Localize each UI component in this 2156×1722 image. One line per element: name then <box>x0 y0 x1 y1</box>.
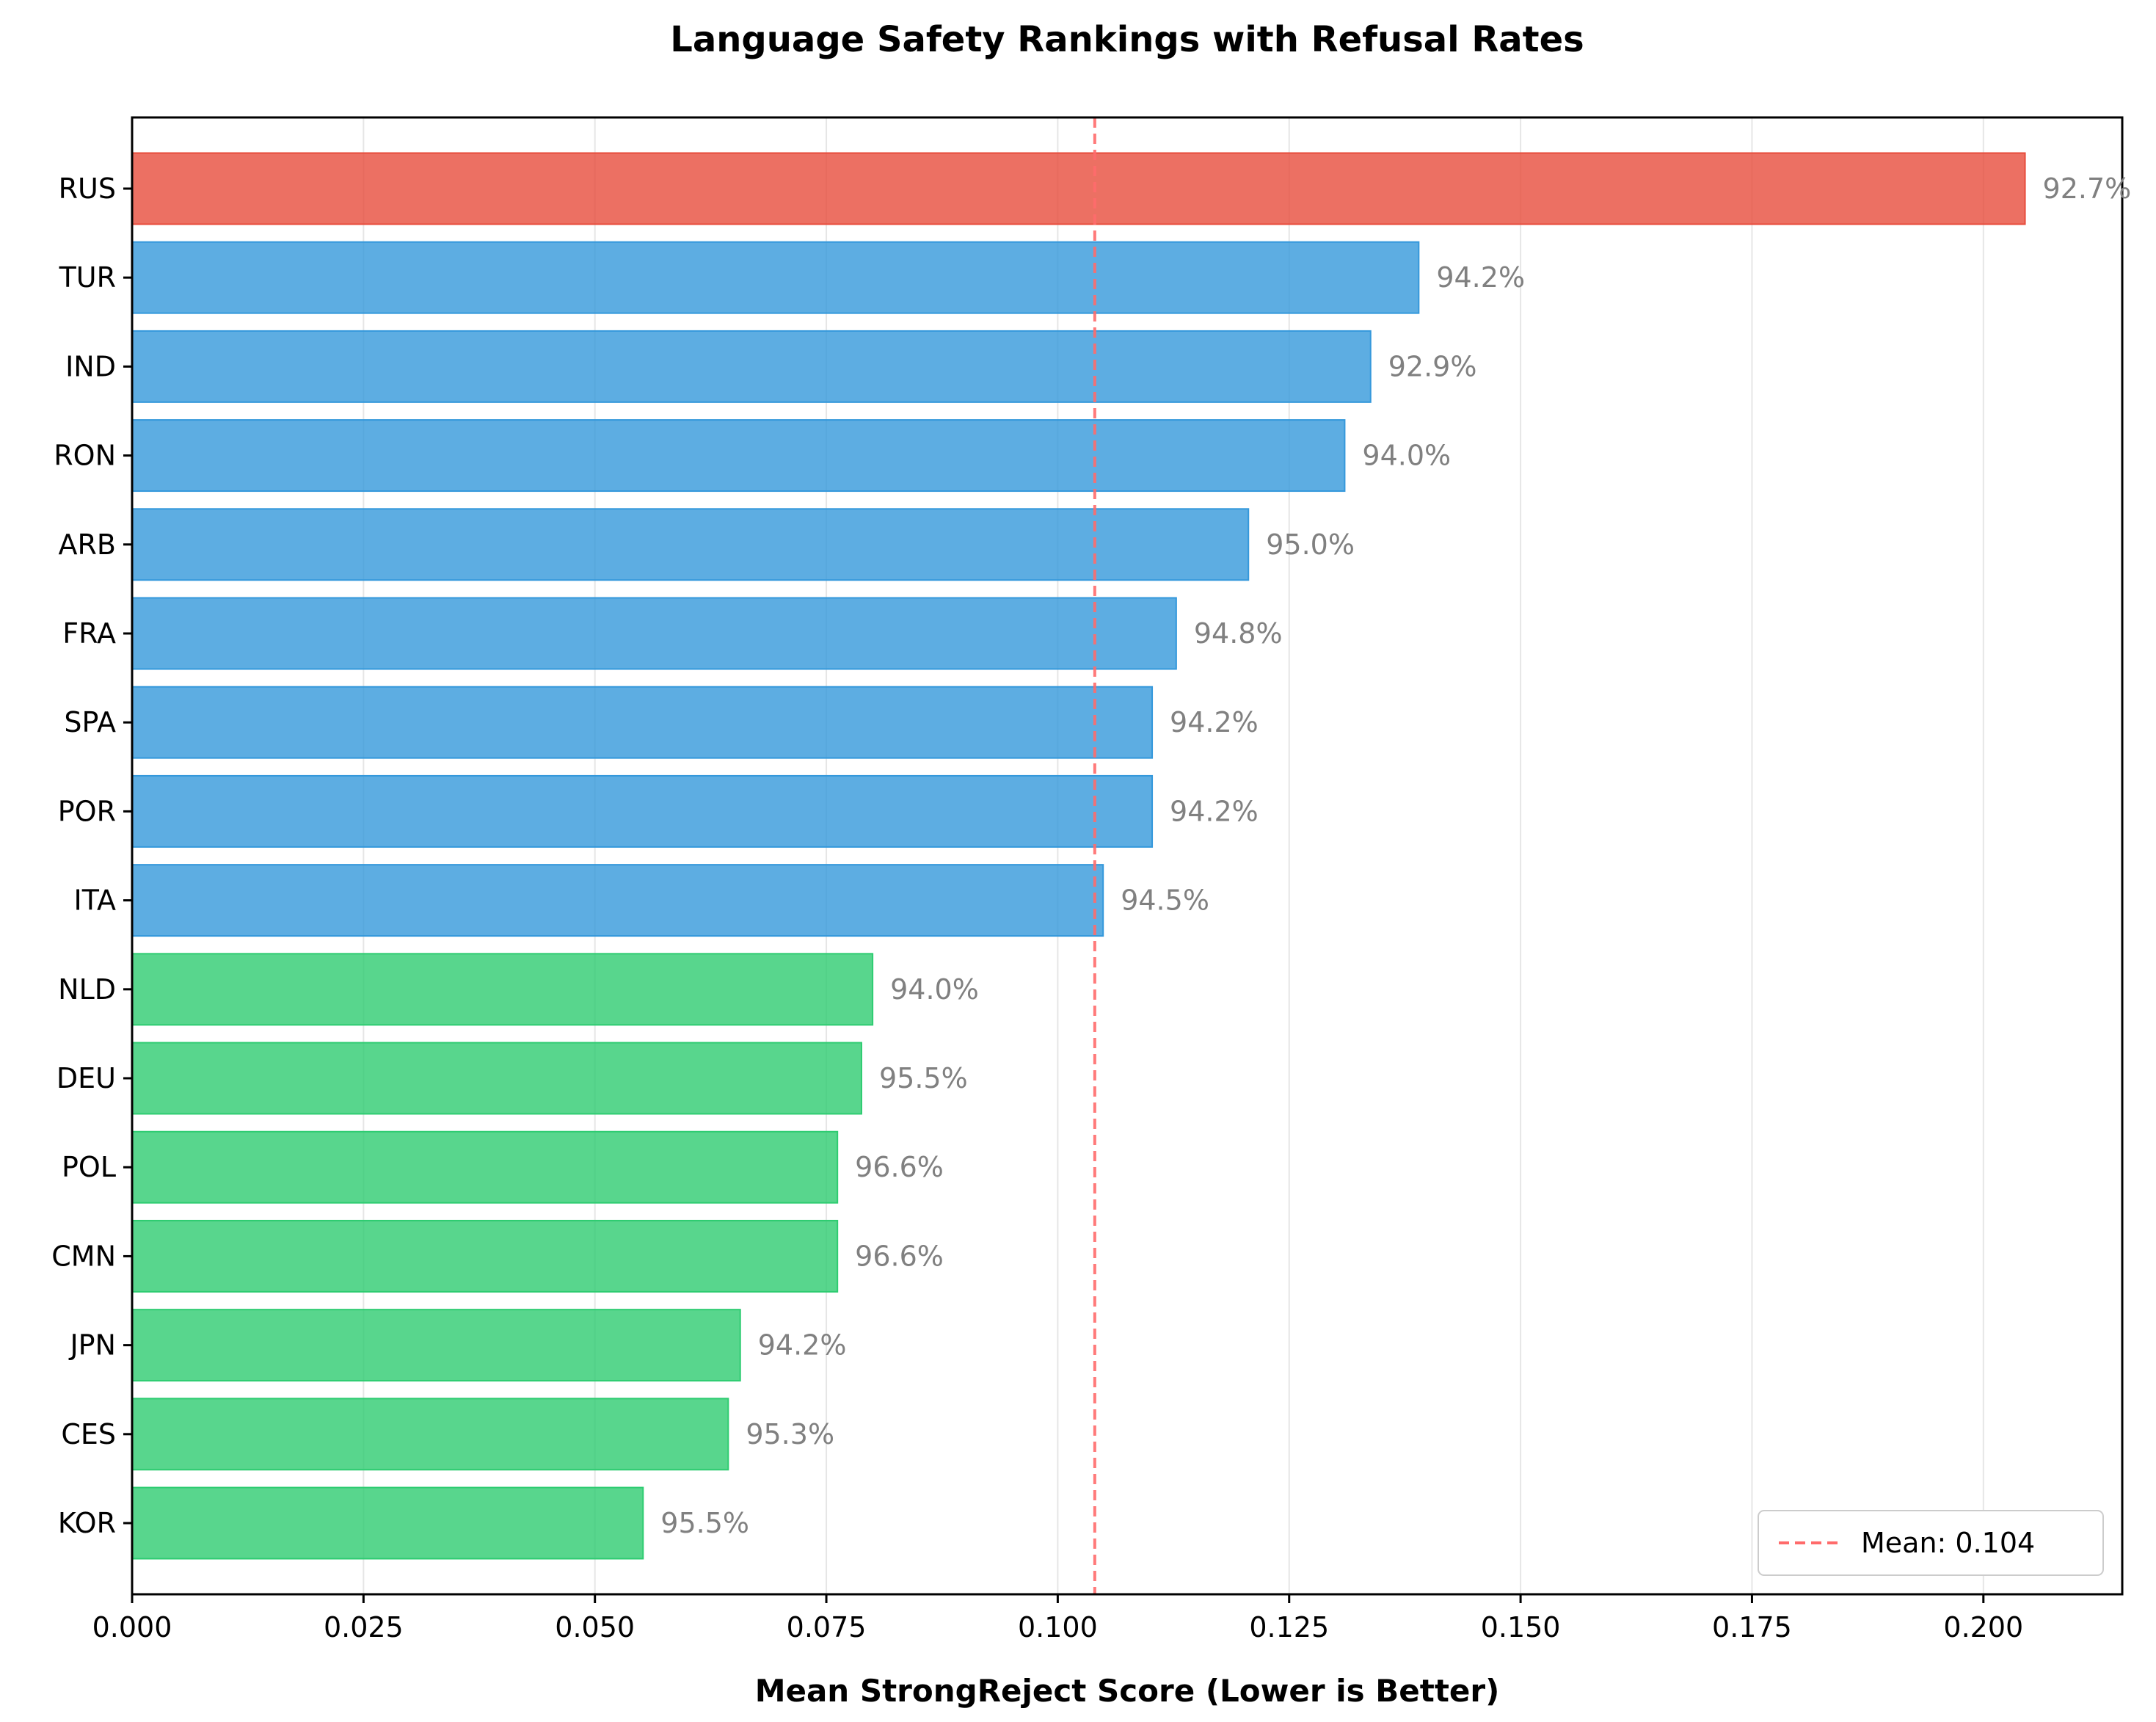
bar-label-spa: 94.2% <box>1170 706 1259 738</box>
plot-frame <box>131 116 2124 1596</box>
bar-rus <box>131 152 2026 225</box>
chart-title: Language Safety Rankings with Refusal Ra… <box>670 19 1584 60</box>
legend-entry-mean: Mean: 0.104 <box>1861 1527 2035 1559</box>
bar-label-ces: 95.3% <box>746 1418 834 1450</box>
x-tick-label: 0.150 <box>1481 1611 1561 1643</box>
y-tick-label: ARB <box>59 528 116 561</box>
bar-label-ind: 92.9% <box>1388 350 1477 382</box>
bar-label-cmn: 96.6% <box>855 1240 944 1272</box>
bar-cmn <box>131 1219 839 1293</box>
y-tick-label: FRA <box>62 617 116 650</box>
y-tick-label: SPA <box>64 706 116 738</box>
x-tick-label: 0.175 <box>1712 1611 1792 1643</box>
y-tick-label: POL <box>62 1151 116 1183</box>
x-tick-label: 0.100 <box>1018 1611 1098 1643</box>
bar-nld <box>131 953 874 1026</box>
bar-label-por: 94.2% <box>1170 795 1259 827</box>
bar-ron <box>131 419 1346 493</box>
y-tick-label: KOR <box>58 1507 116 1539</box>
bar-jpn <box>131 1309 741 1382</box>
bar-label-nld: 94.0% <box>890 973 979 1006</box>
bar-labels: 92.7% 94.2% 92.9% 94.0% 95.0% 94.8% 94.2% 94.2%… <box>660 172 2131 1539</box>
y-tick-label: ITA <box>74 884 116 917</box>
legend-box <box>1758 1510 2104 1576</box>
bar-kor <box>131 1486 644 1560</box>
y-tick-label: RON <box>54 440 116 472</box>
bar-label-jpn: 94.2% <box>758 1329 847 1362</box>
bars <box>131 152 2026 1560</box>
y-tick-label: IND <box>65 350 116 382</box>
y-tick-label: POR <box>58 795 116 827</box>
bar-tur <box>131 241 1420 314</box>
bar-ces <box>131 1398 729 1471</box>
bar-fra <box>131 597 1177 670</box>
x-tick-label: 0.125 <box>1249 1611 1329 1643</box>
y-tick-label: JPN <box>68 1329 116 1362</box>
bar-label-ita: 94.5% <box>1121 884 1209 917</box>
y-tick-label: CES <box>61 1418 116 1450</box>
bar-label-pol: 96.6% <box>855 1151 944 1183</box>
bar-spa <box>131 686 1154 759</box>
bar-label-deu: 95.5% <box>879 1062 968 1094</box>
x-axis-ticks: 0.000 0.025 0.050 0.075 0.100 0.125 0.150 0.175… <box>92 1594 2023 1643</box>
bar-arb <box>131 508 1250 581</box>
y-tick-label: DEU <box>57 1062 116 1094</box>
x-tick-label: 0.000 <box>92 1611 172 1643</box>
x-axis-label: Mean StrongReject Score (Lower is Better… <box>755 1673 1500 1709</box>
y-tick-label: NLD <box>58 973 116 1006</box>
x-tick-label: 0.050 <box>555 1611 635 1643</box>
y-tick-label: RUS <box>59 172 116 205</box>
bar-label-kor: 95.5% <box>660 1507 749 1539</box>
bar-ind <box>131 330 1372 403</box>
bar-label-arb: 95.0% <box>1266 528 1355 561</box>
legend: Mean: 0.104 <box>1758 1510 2104 1576</box>
y-axis-ticks: RUS TUR IND RON ARB FRA SPA POR ITA NLD DEU POL CMN J… <box>51 172 132 1539</box>
x-tick-label: 0.075 <box>787 1611 867 1643</box>
bar-label-rus: 92.7% <box>2043 172 2132 205</box>
y-tick-label: CMN <box>51 1240 116 1272</box>
bar-label-fra: 94.8% <box>1194 617 1283 650</box>
bar-por <box>131 774 1154 848</box>
x-tick-label: 0.025 <box>324 1611 404 1643</box>
bar-deu <box>131 1042 862 1115</box>
bar-ita <box>131 864 1104 937</box>
bar-pol <box>131 1130 839 1204</box>
bar-label-ron: 94.0% <box>1362 440 1451 472</box>
x-tick-label: 0.200 <box>1943 1611 2023 1643</box>
y-tick-label: TUR <box>59 261 116 294</box>
bar-label-tur: 94.2% <box>1436 261 1525 294</box>
